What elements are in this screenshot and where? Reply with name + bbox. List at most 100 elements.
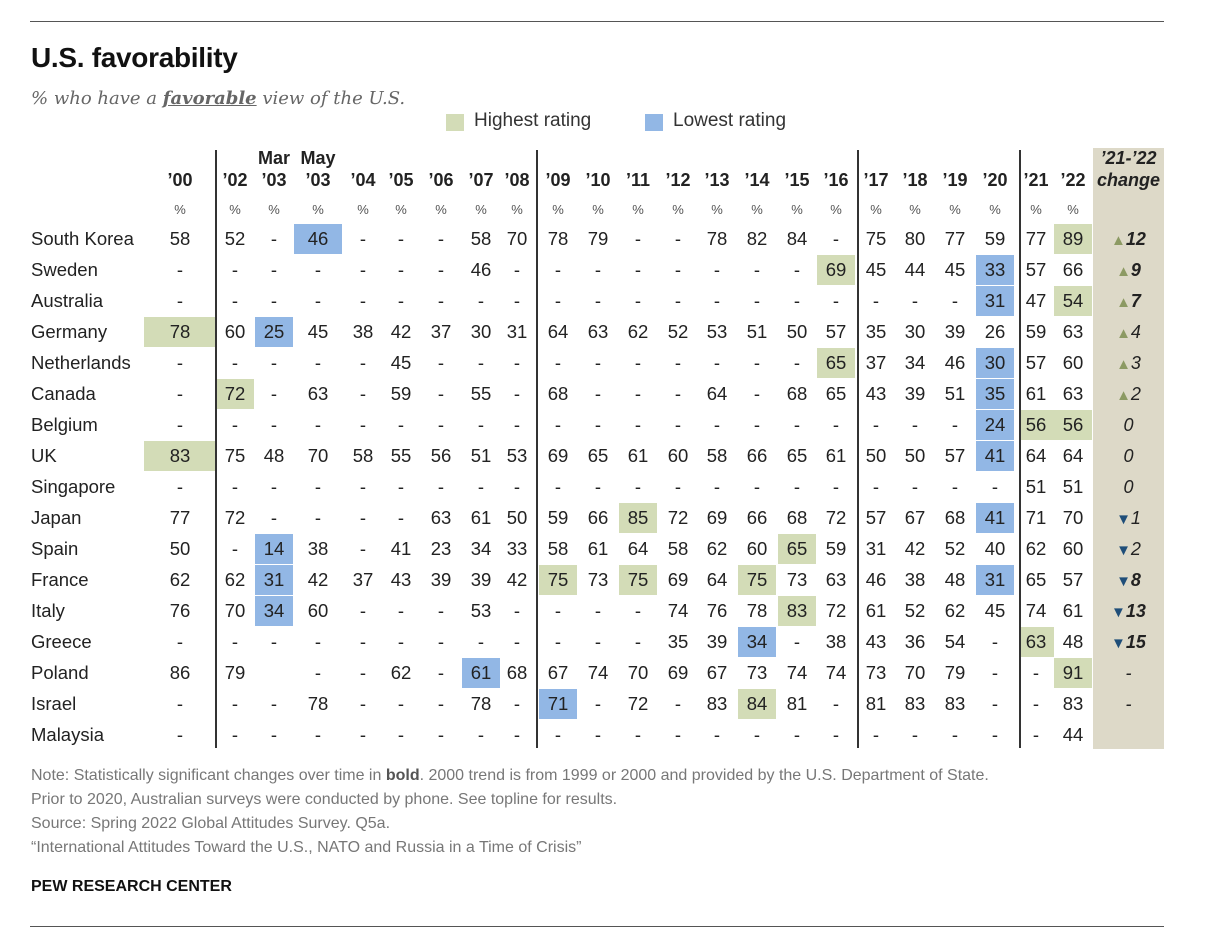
table-cell: - [176, 383, 184, 404]
table-cell: 37 [352, 569, 374, 590]
table-cell: - [594, 383, 602, 404]
table-cell: - [397, 414, 405, 435]
table-cell: 65 [1025, 569, 1047, 590]
table-cell: 77 [944, 228, 966, 249]
change-header-line-1: ’21-’22 [1100, 148, 1157, 168]
table-cell: 59 [390, 383, 412, 404]
table-cell: - [397, 693, 405, 714]
table-cell: - [674, 352, 682, 373]
table-cell: 69 [547, 445, 569, 466]
table-cell: 63 [430, 507, 452, 528]
table-cell: - [634, 476, 642, 497]
table-cell: 38 [825, 631, 847, 652]
column-header: ’20 [982, 170, 1008, 190]
table-cell: - [713, 476, 721, 497]
table-cell: 31 [976, 286, 1014, 316]
table-cell: 53 [470, 600, 492, 621]
table-cell: 72 [224, 507, 246, 528]
table-cell: 62 [390, 662, 412, 683]
table-cell: 45 [944, 259, 966, 280]
table-cell: - [359, 228, 367, 249]
table-cell: 66 [746, 445, 768, 466]
table-cell: - [437, 228, 445, 249]
table-cell: 57 [1062, 569, 1084, 590]
note-line-1-bold: bold [385, 767, 420, 784]
up-arrow-icon: ▲ [1116, 387, 1131, 404]
table-cell: 83 [778, 596, 816, 626]
table-cell: 77 [169, 507, 191, 528]
legend-lowest-label: Lowest rating [673, 110, 787, 131]
column-header: ’21 [1023, 170, 1049, 190]
table-cell: 63 [1062, 383, 1084, 404]
table-cell: - [397, 476, 405, 497]
table-cell: - [314, 507, 322, 528]
table-cell: - [753, 383, 761, 404]
table-cell: - [359, 507, 367, 528]
unit-label: % [830, 202, 842, 217]
unit-label: % [592, 202, 604, 217]
table-cell: - [793, 290, 801, 311]
column-header: ’03 [305, 170, 331, 190]
table-cell: 43 [390, 569, 412, 590]
table-cell: - [713, 352, 721, 373]
table-cell: 72 [627, 693, 649, 714]
table-cell: - [991, 662, 999, 683]
table-cell: 61 [1025, 383, 1047, 404]
table-cell: - [1032, 693, 1040, 714]
table-cell: - [437, 259, 445, 280]
table-cell: 67 [706, 662, 728, 683]
table-cell: 39 [430, 569, 452, 590]
table-cell: - [713, 259, 721, 280]
table-cell: 83 [706, 693, 728, 714]
table-cell: 71 [539, 689, 577, 719]
table-cell: - [397, 228, 405, 249]
table-cell: 41 [976, 503, 1014, 533]
table-cell: 62 [944, 600, 966, 621]
table-cell: - [753, 259, 761, 280]
table-cell: - [872, 290, 880, 311]
table-cell: - [674, 259, 682, 280]
table-cell: 81 [865, 693, 887, 714]
change-number: 15 [1125, 632, 1146, 652]
table-cell: 58 [706, 445, 728, 466]
table-cell: - [314, 414, 322, 435]
table-cell: - [176, 414, 184, 435]
table-cell: - [231, 414, 239, 435]
change-number: 8 [1130, 570, 1141, 590]
table-cell: - [270, 259, 278, 280]
source-line: Source: Spring 2022 Global Attitudes Sur… [31, 815, 391, 832]
table-cell: - [634, 352, 642, 373]
change-value: ▼13 [1093, 596, 1164, 626]
unit-label: % [1030, 202, 1042, 217]
column-separator [536, 150, 538, 748]
table-cell: 83 [904, 693, 926, 714]
column-header: ’16 [823, 170, 849, 190]
table-cell: 39 [470, 569, 492, 590]
change-number: - [1125, 694, 1132, 714]
country-label: Sweden [31, 259, 98, 280]
table-cell: - [314, 662, 322, 683]
table-cell: 23 [430, 538, 452, 559]
table-cell: 84 [738, 689, 776, 719]
table-cell: 77 [1025, 228, 1047, 249]
change-number: 2 [1130, 539, 1141, 559]
table-cell: - [991, 693, 999, 714]
table-cell: 41 [390, 538, 412, 559]
unit-label: % [229, 202, 241, 217]
table-cell: 75 [539, 565, 577, 595]
table-cell: - [634, 724, 642, 745]
column-group-label-mar: Mar [257, 148, 290, 168]
table-cell: - [594, 631, 602, 652]
table-cell: - [477, 476, 485, 497]
table-cell: - [713, 414, 721, 435]
country-label: Malaysia [31, 724, 104, 745]
column-header: ’10 [585, 170, 611, 190]
table-cell: - [513, 414, 521, 435]
table-cell: - [753, 414, 761, 435]
table-cell: 79 [224, 662, 246, 683]
table-cell: - [713, 290, 721, 311]
table-cell: - [359, 538, 367, 559]
table-cell: 45 [307, 321, 329, 342]
table-cell: - [1032, 724, 1040, 745]
table-cell: 75 [738, 565, 776, 595]
